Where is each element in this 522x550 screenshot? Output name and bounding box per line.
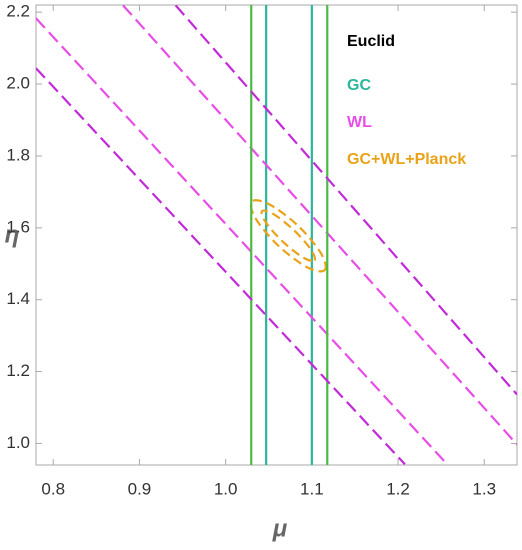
y-tick-label: 2.0 (6, 74, 30, 93)
legend-title: Euclid (347, 33, 395, 50)
series-line (265, 5, 313, 465)
legend-entry: GC (347, 77, 371, 94)
x-tick-label: 1.1 (300, 479, 324, 498)
x-tick-label: 1.0 (214, 479, 238, 498)
y-tick-label: 1.4 (6, 289, 30, 308)
y-tick-label: 2.2 (6, 2, 30, 21)
y-tick-label: 1.0 (6, 433, 30, 452)
y-tick-label: 1.6 (6, 217, 30, 236)
legend-entry: WL (347, 114, 372, 131)
legend-entry: GC+WL+Planck (347, 151, 466, 168)
y-tick-label: 1.8 (6, 145, 30, 164)
series-line (250, 5, 329, 465)
series-line (36, 5, 517, 465)
x-tick-label: 1.2 (386, 479, 410, 498)
plot-frame (35, 4, 518, 466)
y-tick-label: 1.2 (6, 361, 30, 380)
series-line (249, 199, 327, 273)
y-axis-label: η (5, 221, 20, 248)
series-line (36, 5, 517, 465)
x-tick-label: 1.3 (472, 479, 496, 498)
x-tick-label: 0.9 (128, 479, 152, 498)
x-tick-label: 0.8 (41, 479, 65, 498)
x-axis-label: μ (272, 515, 288, 542)
